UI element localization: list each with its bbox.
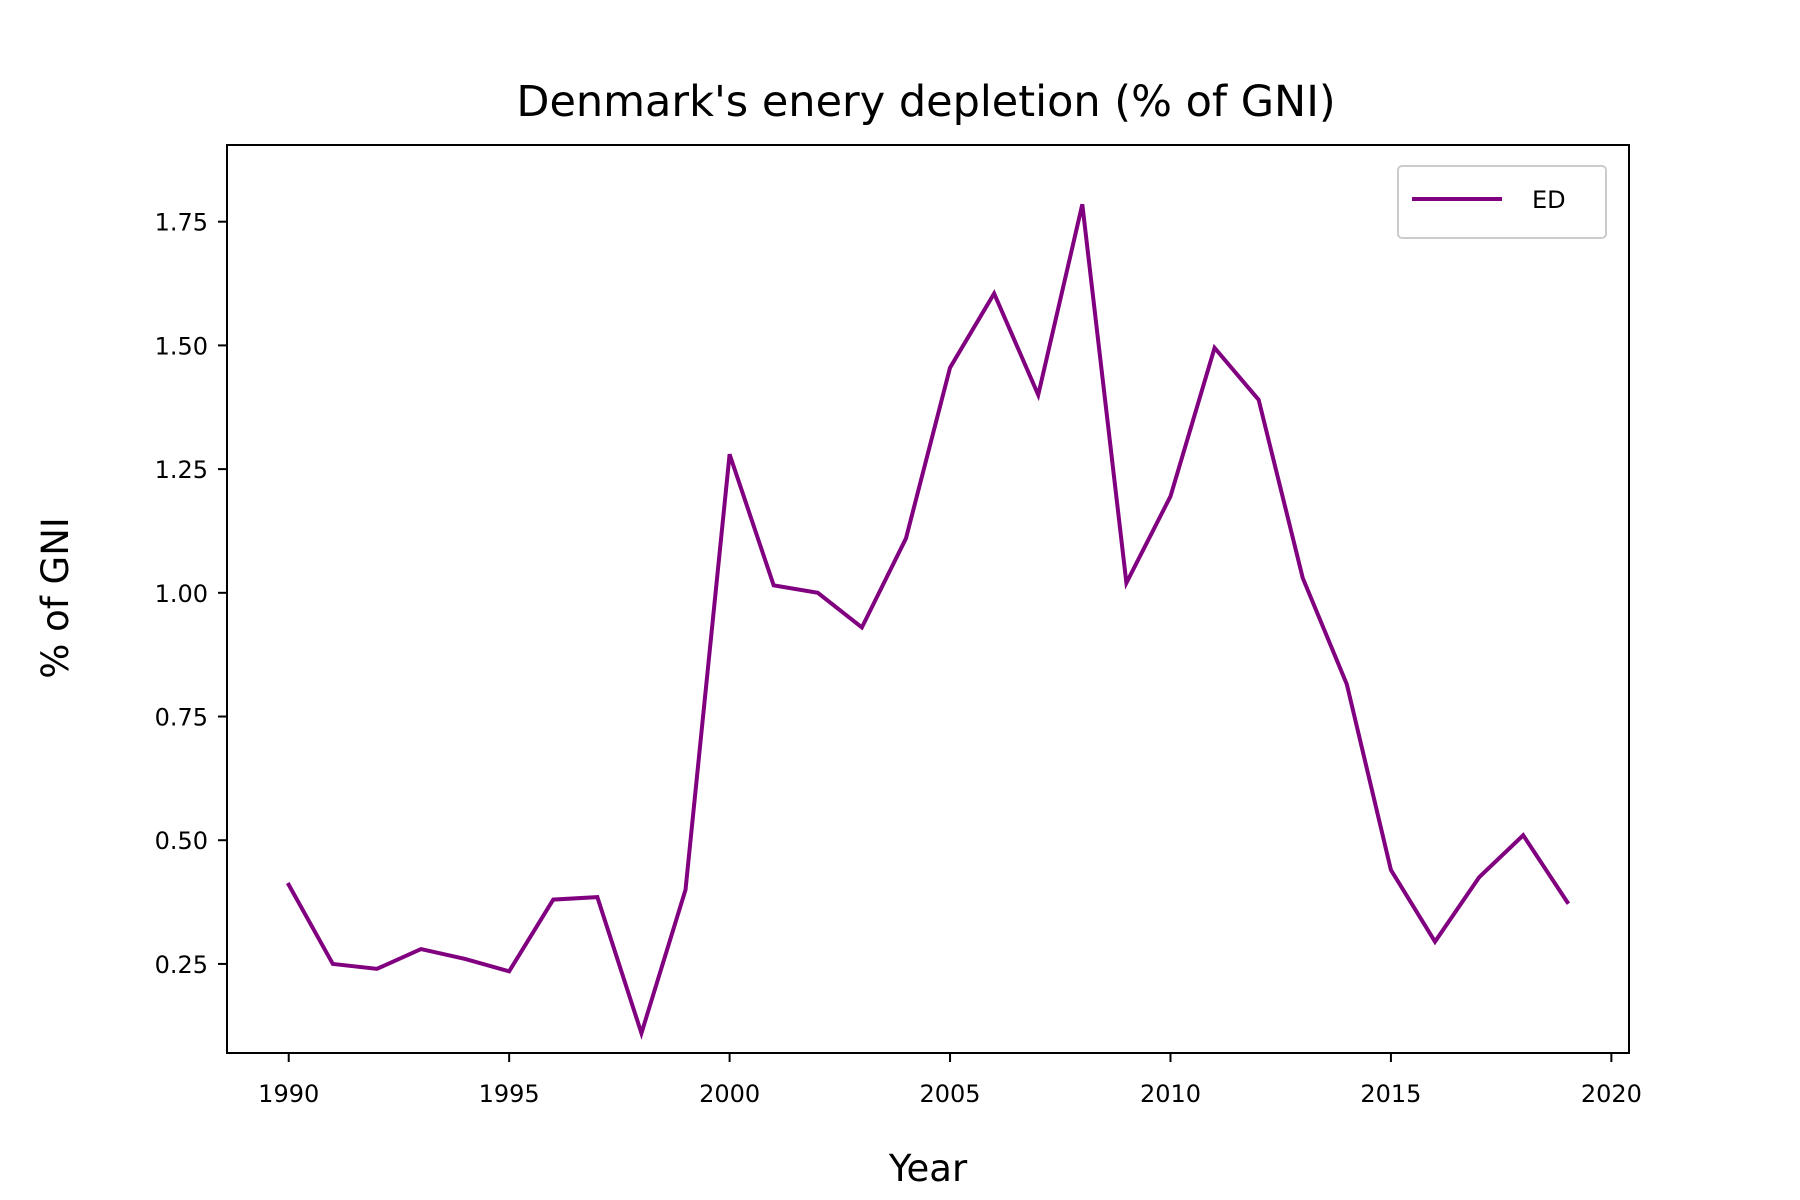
x-tick-label: 2020 bbox=[1581, 1080, 1642, 1108]
data-point bbox=[1345, 682, 1349, 686]
data-point bbox=[1301, 576, 1305, 580]
data-point bbox=[639, 1031, 643, 1035]
y-tick-label: 0.50 bbox=[155, 827, 208, 855]
data-point bbox=[684, 888, 688, 892]
data-point bbox=[1389, 868, 1393, 872]
plot-frame bbox=[226, 144, 1630, 1054]
data-point bbox=[772, 583, 776, 587]
y-tick-label: 1.00 bbox=[155, 580, 208, 608]
data-point bbox=[375, 967, 379, 971]
y-axis-title: % of GNI bbox=[34, 517, 77, 679]
x-tick-label: 1990 bbox=[258, 1080, 319, 1108]
data-point bbox=[816, 591, 820, 595]
y-tick-label: 1.75 bbox=[155, 209, 208, 237]
legend: ED bbox=[1397, 165, 1607, 239]
data-point bbox=[904, 536, 908, 540]
data-point bbox=[1477, 875, 1481, 879]
x-tick-label: 2015 bbox=[1360, 1080, 1421, 1108]
data-point bbox=[1565, 900, 1569, 904]
data-point bbox=[1257, 398, 1261, 402]
data-point bbox=[860, 625, 864, 629]
data-point bbox=[1036, 393, 1040, 397]
x-axis-ticks: 1990 1995 2000 2005 2010 2015 2020 bbox=[258, 1053, 1642, 1108]
data-point bbox=[551, 898, 555, 902]
y-tick-label: 0.75 bbox=[155, 704, 208, 732]
data-point bbox=[463, 957, 467, 961]
data-point bbox=[948, 366, 952, 370]
data-point bbox=[1124, 581, 1128, 585]
data-point bbox=[992, 291, 996, 295]
y-tick-label: 0.25 bbox=[155, 951, 208, 979]
data-point bbox=[1433, 940, 1437, 944]
data-point bbox=[1521, 833, 1525, 837]
y-tick-label: 1.25 bbox=[155, 456, 208, 484]
data-point bbox=[287, 883, 291, 887]
y-axis-ticks: 0.25 0.50 0.75 1.00 1.25 1.50 1.75 bbox=[155, 209, 227, 979]
data-point bbox=[331, 962, 335, 966]
data-point bbox=[507, 969, 511, 973]
data-point bbox=[1213, 346, 1217, 350]
x-tick-label: 2005 bbox=[920, 1080, 981, 1108]
data-point bbox=[1168, 494, 1172, 498]
legend-label: ED bbox=[1532, 186, 1566, 214]
data-point bbox=[1080, 202, 1084, 206]
data-point bbox=[419, 947, 423, 951]
legend-box bbox=[1397, 165, 1607, 239]
x-tick-label: 2010 bbox=[1140, 1080, 1201, 1108]
y-tick-label: 1.50 bbox=[155, 332, 208, 360]
x-axis-title: Year bbox=[888, 1147, 968, 1190]
series-line-ed bbox=[285, 203, 1571, 1040]
data-point bbox=[728, 452, 732, 456]
chart-title: Denmark's enery depletion (% of GNI) bbox=[516, 77, 1335, 127]
data-point bbox=[595, 895, 599, 899]
x-tick-label: 2000 bbox=[699, 1080, 760, 1108]
x-tick-label: 1995 bbox=[479, 1080, 540, 1108]
plot-series bbox=[285, 202, 1571, 1040]
